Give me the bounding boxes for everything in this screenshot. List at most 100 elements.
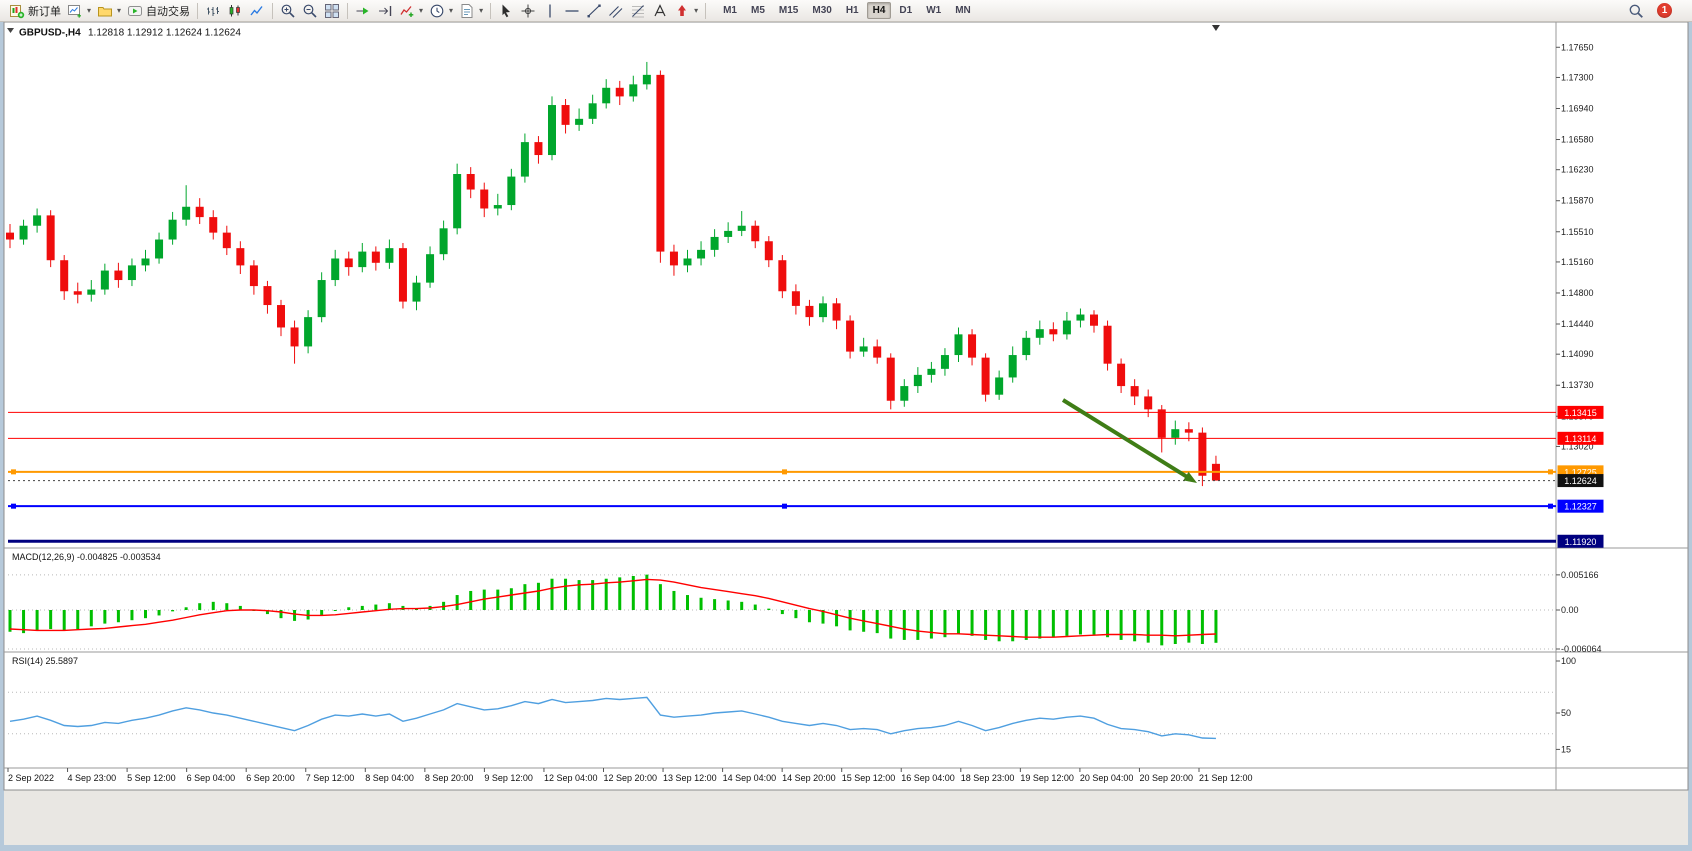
line-handle[interactable] — [782, 503, 787, 509]
zoom-in-icon — [281, 4, 295, 18]
horizontal-line-object[interactable]: 1.13114 — [8, 431, 1604, 445]
macd-panel[interactable] — [8, 549, 1556, 651]
arrows-button[interactable]: ▾ — [671, 1, 701, 21]
time-axis-label: 19 Sep 12:00 — [1020, 773, 1074, 783]
horizontal-line-object[interactable]: 1.11920 — [8, 534, 1604, 548]
timeframe-h1-button[interactable]: H1 — [845, 5, 859, 16]
macd-bar — [984, 610, 988, 640]
line-handle[interactable] — [1548, 503, 1553, 509]
candle-body — [1157, 409, 1166, 438]
time-axis-label: 15 Sep 12:00 — [842, 773, 896, 783]
timeframe-w1-button[interactable]: W1 — [926, 5, 942, 16]
time-axis-label: 6 Sep 20:00 — [246, 773, 295, 783]
timeframe-m15-button[interactable]: M15 — [778, 5, 799, 16]
symbol-dropdown-icon[interactable] — [7, 28, 14, 33]
timeframe-h4-button[interactable]: H4 — [866, 2, 892, 19]
candle-body — [73, 291, 82, 295]
trend-arrow-object[interactable] — [1061, 398, 1197, 483]
macd-bar — [1119, 610, 1123, 640]
timeframe-m1-button[interactable]: M1 — [723, 5, 737, 16]
candle — [669, 244, 678, 276]
macd-axis-label: -0.006064 — [1561, 644, 1602, 654]
line-chart-button[interactable] — [246, 1, 268, 21]
periods-button[interactable]: ▾ — [426, 1, 456, 21]
candle — [1090, 310, 1098, 333]
macd-bar — [496, 589, 500, 610]
macd-bar — [618, 577, 622, 610]
chart-shift-button[interactable] — [374, 1, 396, 21]
current-price-badge — [1557, 474, 1604, 488]
text-button[interactable] — [649, 1, 671, 21]
time-axis-label: 2 Sep 2022 — [8, 773, 54, 783]
timeframe-m30-button[interactable]: M30 — [812, 5, 832, 16]
crosshair-button[interactable] — [517, 1, 539, 21]
candlestick-chart-button[interactable] — [224, 1, 246, 21]
candle-body — [412, 282, 421, 302]
search-button[interactable] — [1625, 1, 1647, 21]
new-order-button[interactable]: 新订单 — [6, 1, 64, 21]
auto-scroll-button[interactable] — [352, 1, 374, 21]
macd-label: MACD(12,26,9) -0.004825 -0.003534 — [12, 552, 161, 562]
macd-bar — [225, 603, 229, 610]
trend-arrow-line[interactable] — [1061, 398, 1192, 481]
candle — [358, 242, 367, 273]
chart-ohlc-values: 1.12818 1.12912 1.12624 1.12624 — [88, 28, 241, 39]
time-axis[interactable] — [4, 768, 1556, 790]
candle — [913, 367, 922, 393]
candle — [236, 241, 245, 275]
new-chart-icon — [68, 4, 81, 18]
line-handle[interactable] — [11, 469, 16, 475]
zoom-in-button[interactable] — [277, 1, 299, 21]
candle — [385, 239, 394, 269]
horizontal-line-object[interactable]: 1.12327 — [8, 499, 1604, 513]
zoom-out-button[interactable] — [299, 1, 321, 21]
macd-bar — [957, 610, 960, 635]
time-axis-label: 14 Sep 20:00 — [782, 773, 836, 783]
timeframe-mn-button[interactable]: MN — [955, 5, 971, 16]
trendline-button[interactable] — [583, 1, 605, 21]
indicators-button[interactable]: ▾ — [396, 1, 426, 21]
notification-badge[interactable]: 1 — [1657, 3, 1672, 18]
line-handle[interactable] — [782, 469, 787, 475]
line-chart-icon — [250, 5, 263, 15]
candle-body — [466, 174, 475, 190]
new-order-label: 新订单 — [28, 5, 61, 18]
autotrading-label: 自动交易 — [146, 5, 191, 18]
profiles-button[interactable]: ▾ — [94, 1, 124, 21]
macd-bar — [49, 610, 53, 630]
horizontal-line-button[interactable] — [561, 1, 583, 21]
trend-arrow-head — [1183, 471, 1197, 483]
macd-bar — [970, 610, 974, 636]
candle — [1076, 308, 1085, 328]
macd-bar — [333, 610, 337, 611]
candle — [87, 280, 96, 302]
price-tick-label: 1.15160 — [1561, 257, 1594, 267]
tile-windows-button[interactable] — [321, 1, 343, 21]
price-tick-label: 1.15870 — [1561, 196, 1594, 206]
timeframe-d1-button[interactable]: D1 — [899, 5, 913, 16]
fibonacci-button[interactable] — [627, 1, 649, 21]
candle — [195, 198, 204, 225]
macd-bar — [387, 603, 391, 610]
new-chart-button[interactable]: ▾ — [64, 1, 94, 21]
vertical-line-button[interactable] — [539, 1, 561, 21]
candle — [724, 222, 733, 243]
candle — [548, 96, 556, 161]
candle-body — [6, 232, 14, 240]
autotrading-button[interactable]: 自动交易 — [124, 1, 193, 21]
rsi-panel[interactable] — [8, 653, 1556, 767]
horizontal-line-object[interactable]: 1.13415 — [8, 405, 1604, 419]
equidistant-channel-button[interactable] — [605, 1, 627, 21]
templates-button[interactable]: ▾ — [456, 1, 486, 21]
price-tick-label: 1.14440 — [1561, 319, 1594, 329]
candle-body — [1171, 429, 1180, 438]
candle-body — [656, 74, 665, 252]
bar-chart-button[interactable] — [202, 1, 224, 21]
price-tick-label: 1.17300 — [1561, 72, 1594, 82]
macd-bar — [577, 580, 581, 610]
timeframe-m5-button[interactable]: M5 — [751, 5, 765, 16]
cursor-button[interactable] — [495, 1, 517, 21]
line-handle[interactable] — [11, 503, 16, 509]
line-handle[interactable] — [1548, 469, 1553, 475]
